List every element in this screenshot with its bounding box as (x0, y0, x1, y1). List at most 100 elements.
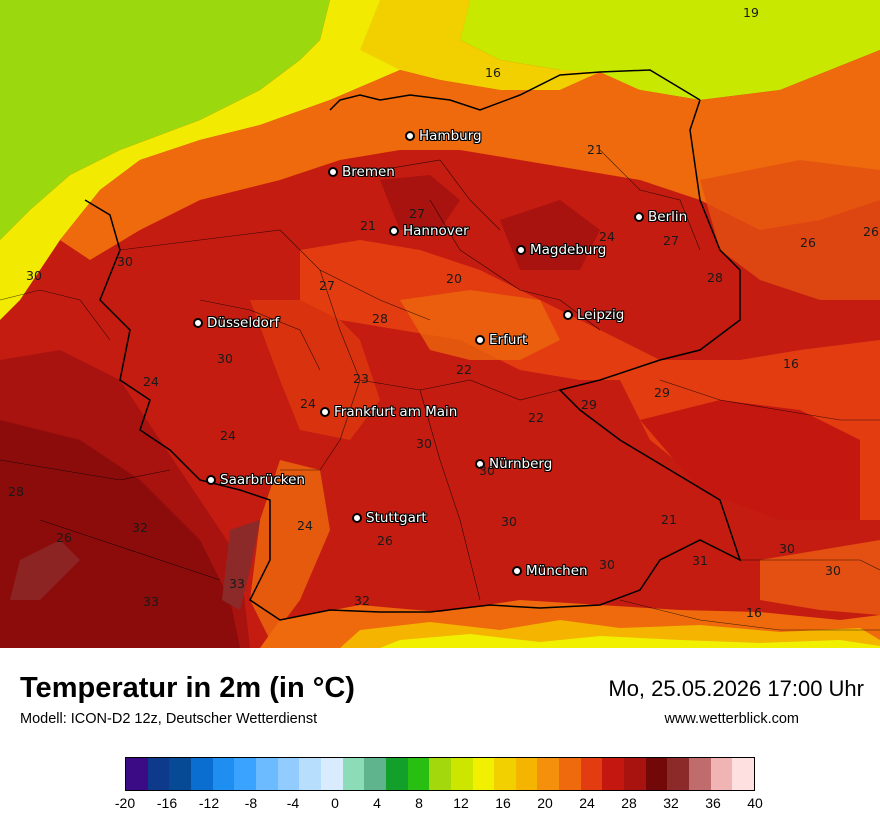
temp-value: 33 (143, 594, 159, 609)
legend-tick-label: 12 (453, 795, 469, 811)
city-label: Düsseldorf (207, 315, 280, 331)
temp-value: 30 (26, 268, 42, 283)
legend-swatch (580, 758, 603, 790)
legend-swatch (472, 758, 495, 790)
east-orange-patch (700, 160, 880, 300)
legend-swatch (624, 758, 646, 790)
temp-value: 27 (319, 278, 335, 293)
legend-tick-label: -12 (198, 795, 220, 811)
city-label: Erfurt (489, 332, 528, 348)
country-borders (84, 69, 742, 621)
city-marker (475, 459, 485, 469)
dark-red-west-shade (0, 420, 240, 648)
legend-swatch (667, 758, 690, 790)
city-saarbruecken: Saarbrücken (206, 472, 305, 488)
temp-value: 29 (581, 397, 597, 412)
temp-value: 28 (8, 484, 24, 499)
legend-tick-label: 16 (495, 795, 511, 811)
map-footer: Temperatur in 2m (in °C) Modell: ICON-D2… (0, 648, 880, 830)
legend-swatch (559, 758, 581, 790)
temp-value: 16 (783, 356, 799, 371)
legend-swatch (710, 758, 733, 790)
legend-swatch (515, 758, 538, 790)
temp-value: 28 (707, 270, 723, 285)
temp-value: 24 (300, 396, 316, 411)
legend-swatch (732, 758, 755, 790)
temp-value: 19 (743, 5, 759, 20)
legend-tick-label: 36 (705, 795, 721, 811)
temp-value: 30 (599, 557, 615, 572)
legend-tick-label: 0 (331, 795, 339, 811)
city-marker (320, 407, 330, 417)
legend-swatch (429, 758, 451, 790)
legend-tick-label: 28 (621, 795, 637, 811)
baltic-sea-area (460, 0, 880, 100)
city-marker (352, 513, 362, 523)
city-nuernberg: Nürnberg (475, 456, 552, 472)
forecast-datetime: Mo, 25.05.2026 17:00 Uhr (608, 676, 864, 701)
legend-swatch (169, 758, 191, 790)
legend-swatch (320, 758, 343, 790)
temp-value: 30 (416, 436, 432, 451)
legend-swatch (450, 758, 473, 790)
east-alps-orange (760, 540, 880, 615)
city-marker (516, 245, 526, 255)
temp-value: 21 (661, 512, 677, 527)
city-magdeburg: Magdeburg (516, 242, 606, 258)
city-marker (193, 318, 203, 328)
city-hannover: Hannover (389, 223, 469, 239)
legend-tick-label: 8 (415, 795, 423, 811)
temp-value: 31 (692, 553, 708, 568)
city-marker (563, 310, 573, 320)
city-marker (389, 226, 399, 236)
city-label: Berlin (648, 209, 688, 225)
mountain-patch-2 (10, 540, 80, 600)
legend-swatch (342, 758, 365, 790)
west-orange-patch (250, 300, 380, 440)
city-marker (328, 167, 338, 177)
temp-value: 16 (485, 65, 501, 80)
bohemia-dark-red (640, 400, 860, 520)
legend-swatch (364, 758, 386, 790)
temp-value: 23 (353, 371, 369, 386)
temp-value: 30 (779, 541, 795, 556)
legend-tick-label: 24 (579, 795, 595, 811)
legend-swatch (645, 758, 668, 790)
north-orange-area (60, 50, 880, 260)
temp-value: 21 (587, 142, 603, 157)
temp-value: 32 (354, 593, 370, 608)
website-link: www.wetterblick.com (664, 711, 799, 727)
city-label: Frankfurt am Main (334, 404, 458, 420)
city-marker (475, 335, 485, 345)
city-label: Bremen (342, 164, 395, 180)
city-duesseldorf: Düsseldorf (193, 315, 279, 331)
city-label: Nürnberg (489, 456, 553, 472)
legend-swatch (212, 758, 235, 790)
color-legend-ticks: -20 -16 -12 -8 -4 0 4 8 12 16 20 24 28 32 36 40 (115, 795, 763, 815)
city-leipzig: Leipzig (563, 307, 624, 323)
temp-value: 29 (654, 385, 670, 400)
city-label: Hannover (403, 223, 469, 239)
legend-swatch (537, 758, 560, 790)
city-marker (405, 131, 415, 141)
city-erfurt: Erfurt (475, 332, 527, 348)
city-label: Leipzig (577, 307, 625, 323)
city-marker (512, 566, 522, 576)
thuringia-orange (400, 290, 560, 360)
color-legend-bar (125, 757, 755, 791)
temp-value: 30 (217, 351, 233, 366)
temp-value: 28 (372, 311, 388, 326)
city-muenchen: München (512, 563, 588, 579)
legend-swatch (234, 758, 256, 790)
city-berlin: Berlin (634, 209, 687, 225)
legend-swatch (126, 758, 148, 790)
temp-value: 26 (800, 235, 816, 250)
city-hamburg: Hamburg (405, 128, 482, 144)
map-title: Temperatur in 2m (in °C) (20, 672, 355, 704)
temp-value: 24 (599, 229, 615, 244)
state-borders (0, 149, 880, 631)
legend-tick-label: -4 (286, 795, 300, 811)
city-stuttgart: Stuttgart (352, 510, 427, 526)
temp-value: 33 (229, 576, 245, 591)
city-label: Stuttgart (366, 510, 427, 526)
